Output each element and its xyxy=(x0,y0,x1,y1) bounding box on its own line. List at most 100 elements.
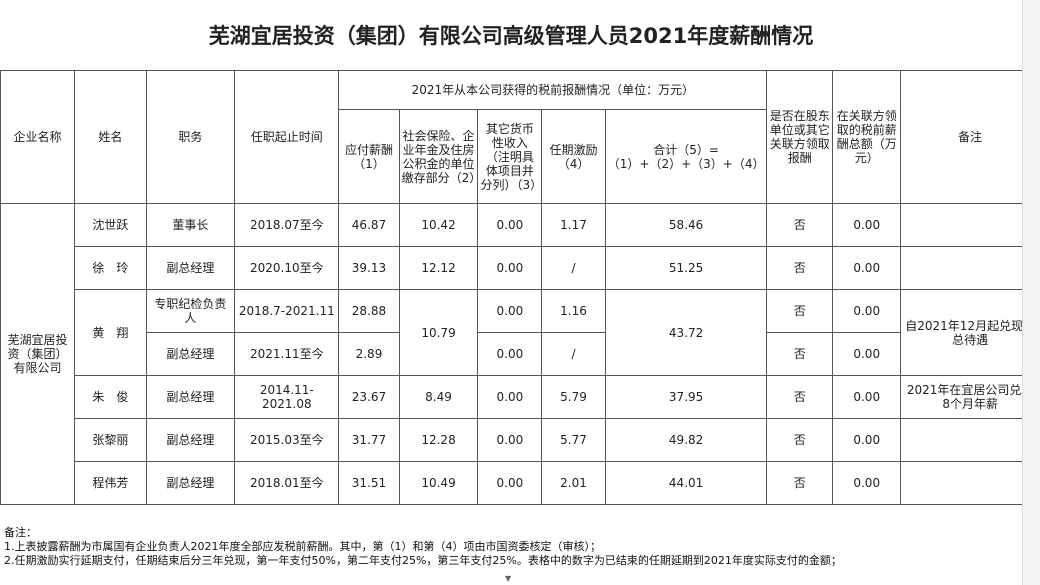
table-row: 程伟芳 副总经理 2018.01至今 31.51 10.49 0.00 2.01 44.01 否… xyxy=(1,461,1040,505)
c2-cell: 10.79 xyxy=(398,289,479,376)
shareholder-cell: 否 xyxy=(766,332,834,376)
shareholder-cell: 否 xyxy=(766,289,834,333)
position-cell: 副总经理 xyxy=(145,461,236,505)
c2-cell: 12.28 xyxy=(398,418,479,462)
c2-cell: 10.42 xyxy=(398,203,479,247)
c5-cell: 49.82 xyxy=(604,418,768,462)
header-c3: 其它货币性收入（注明具体项目并分列）（3） xyxy=(477,109,543,204)
c4-cell: / xyxy=(541,246,606,290)
position-cell: 副总经理 xyxy=(145,375,236,419)
related-cell: 0.00 xyxy=(832,418,902,462)
c4-cell: 1.16 xyxy=(541,289,606,333)
header-term: 任职起止时间 xyxy=(234,70,340,204)
related-cell: 0.00 xyxy=(832,246,902,290)
c3-cell: 0.00 xyxy=(477,418,543,462)
term-cell: 2014.11-2021.08 xyxy=(234,375,340,419)
c1-cell: 2.89 xyxy=(338,332,400,376)
header-c1: 应付薪酬（1） xyxy=(338,109,400,204)
remark-cell xyxy=(900,203,1040,247)
c1-cell: 31.77 xyxy=(338,418,400,462)
company-cell: 芜湖宜居投资（集团）有限公司 xyxy=(0,203,76,505)
shareholder-cell: 否 xyxy=(766,418,834,462)
c2-cell: 8.49 xyxy=(398,375,479,419)
c5-cell: 37.95 xyxy=(604,375,768,419)
header-name: 姓名 xyxy=(74,70,147,204)
header-remark: 备注 xyxy=(900,70,1040,204)
vertical-scrollbar[interactable] xyxy=(1022,0,1040,585)
c3-cell: 0.00 xyxy=(477,461,543,505)
term-cell: 2020.10至今 xyxy=(234,246,340,290)
header-position: 职务 xyxy=(145,70,236,204)
remark-cell: 2021年在宜居公司兑现8个月年薪 xyxy=(900,375,1040,419)
c5-cell: 44.01 xyxy=(604,461,768,505)
table-row: 朱 俊副总经理 2014.11-2021.08 23.67 8.49 0.00 5.79 3… xyxy=(1,375,1040,419)
c4-cell: 1.17 xyxy=(541,203,606,247)
c2-cell: 10.49 xyxy=(398,461,479,505)
c1-cell: 39.13 xyxy=(338,246,400,290)
c4-cell: 5.79 xyxy=(541,375,606,419)
header-company: 企业名称 xyxy=(0,70,76,204)
c1-cell: 31.51 xyxy=(338,461,400,505)
c2-cell: 12.12 xyxy=(398,246,479,290)
header-c5: 合计（5）=（1）+（2）+（3）+（4） xyxy=(604,109,768,204)
remark-cell xyxy=(900,418,1040,462)
c1-cell: 46.87 xyxy=(338,203,400,247)
c5-cell: 51.25 xyxy=(604,246,768,290)
position-cell: 副总经理 xyxy=(145,246,236,290)
shareholder-cell: 否 xyxy=(766,375,834,419)
c4-cell: / xyxy=(541,332,606,376)
term-cell: 2018.01至今 xyxy=(234,461,340,505)
shareholder-cell: 否 xyxy=(766,203,834,247)
header-c4: 任期激励（4） xyxy=(541,109,606,204)
notes-label: 备注： xyxy=(4,526,37,539)
header-shareholder: 是否在股东单位或其它关联方领取报酬 xyxy=(766,70,834,204)
related-cell: 0.00 xyxy=(832,461,902,505)
position-cell: 专职纪检负责人 xyxy=(145,289,236,333)
table-row: 徐 玲副总经理 2020.10至今 39.13 12.12 0.00/51.25 否 0.0… xyxy=(1,246,1040,290)
c4-cell: 2.01 xyxy=(541,461,606,505)
name-cell: 张黎丽 xyxy=(74,418,147,462)
c5-cell: 43.72 xyxy=(604,289,768,376)
salary-table: 企业名称 姓名 职务 任职起止时间 2021年从本公司获得的税前报酬情况（单位：… xyxy=(0,70,1040,505)
c5-cell: 58.46 xyxy=(604,203,768,247)
term-cell: 2018.07至今 xyxy=(234,203,340,247)
name-cell: 黄 翔 xyxy=(74,289,147,376)
header-c2: 社会保险、企业年金及住房公积金的单位缴存部分（2） xyxy=(398,109,479,204)
position-cell: 董事长 xyxy=(145,203,236,247)
remark-cell: 自2021年12月起兑现副总待遇 xyxy=(900,289,1040,376)
table-row: 张黎丽 副总经理 2015.03至今 31.77 12.28 0.00 5.77 49.82 否… xyxy=(1,418,1040,462)
c1-cell: 28.88 xyxy=(338,289,400,333)
term-cell: 2021.11至今 xyxy=(234,332,340,376)
page-title: 芜湖宜居投资（集团）有限公司高级管理人员2021年度薪酬情况 xyxy=(208,24,814,48)
shareholder-cell: 否 xyxy=(766,246,834,290)
c4-cell: 5.77 xyxy=(541,418,606,462)
header-related: 在关联方领取的税前薪酬总额（万元） xyxy=(832,70,902,204)
c3-cell: 0.00 xyxy=(477,203,543,247)
table-row: 黄 翔专职纪检负责人 2018.7-2021.11 28.88 10.79 0.00 1.… xyxy=(1,289,1040,376)
related-cell: 0.00 xyxy=(832,203,902,247)
remark-cell xyxy=(900,461,1040,505)
notes: 备注： 1.上表披露薪酬为市属国有企业负责人2021年度全部应发税前薪酬。其中，… xyxy=(4,526,842,568)
name-cell: 沈世跃 xyxy=(74,203,147,247)
remark-cell xyxy=(900,246,1040,290)
table-row: 芜湖宜居投资（集团）有限公司 沈世跃 董事长 2018.07至今 46.87 10.42 0… xyxy=(0,203,1040,505)
term-cell: 2015.03至今 xyxy=(234,418,340,462)
related-cell: 0.00 xyxy=(832,332,902,376)
c3-cell: 0.00 xyxy=(477,246,543,290)
c3-cell: 0.00 xyxy=(477,332,543,376)
name-cell: 朱 俊 xyxy=(74,375,147,419)
note-1: 1.上表披露薪酬为市属国有企业负责人2021年度全部应发税前薪酬。其中，第（1）… xyxy=(4,540,601,553)
scroll-down-arrow-icon[interactable]: ▼ xyxy=(505,574,512,583)
position-cell: 副总经理 xyxy=(145,418,236,462)
c1-cell: 23.67 xyxy=(338,375,400,419)
related-cell: 0.00 xyxy=(832,375,902,419)
name-cell: 徐 玲 xyxy=(74,246,147,290)
header-group: 2021年从本公司获得的税前报酬情况（单位：万元） xyxy=(338,70,768,110)
shareholder-cell: 否 xyxy=(766,461,834,505)
position-cell: 副总经理 xyxy=(145,332,236,376)
table-row: 副总经理 2021.11至今 2.89 0.00/否 0.00 xyxy=(1,332,1040,376)
term-cell: 2018.7-2021.11 xyxy=(234,289,340,333)
name-cell: 程伟芳 xyxy=(74,461,147,505)
c3-cell: 0.00 xyxy=(477,289,543,333)
related-cell: 0.00 xyxy=(832,289,902,333)
